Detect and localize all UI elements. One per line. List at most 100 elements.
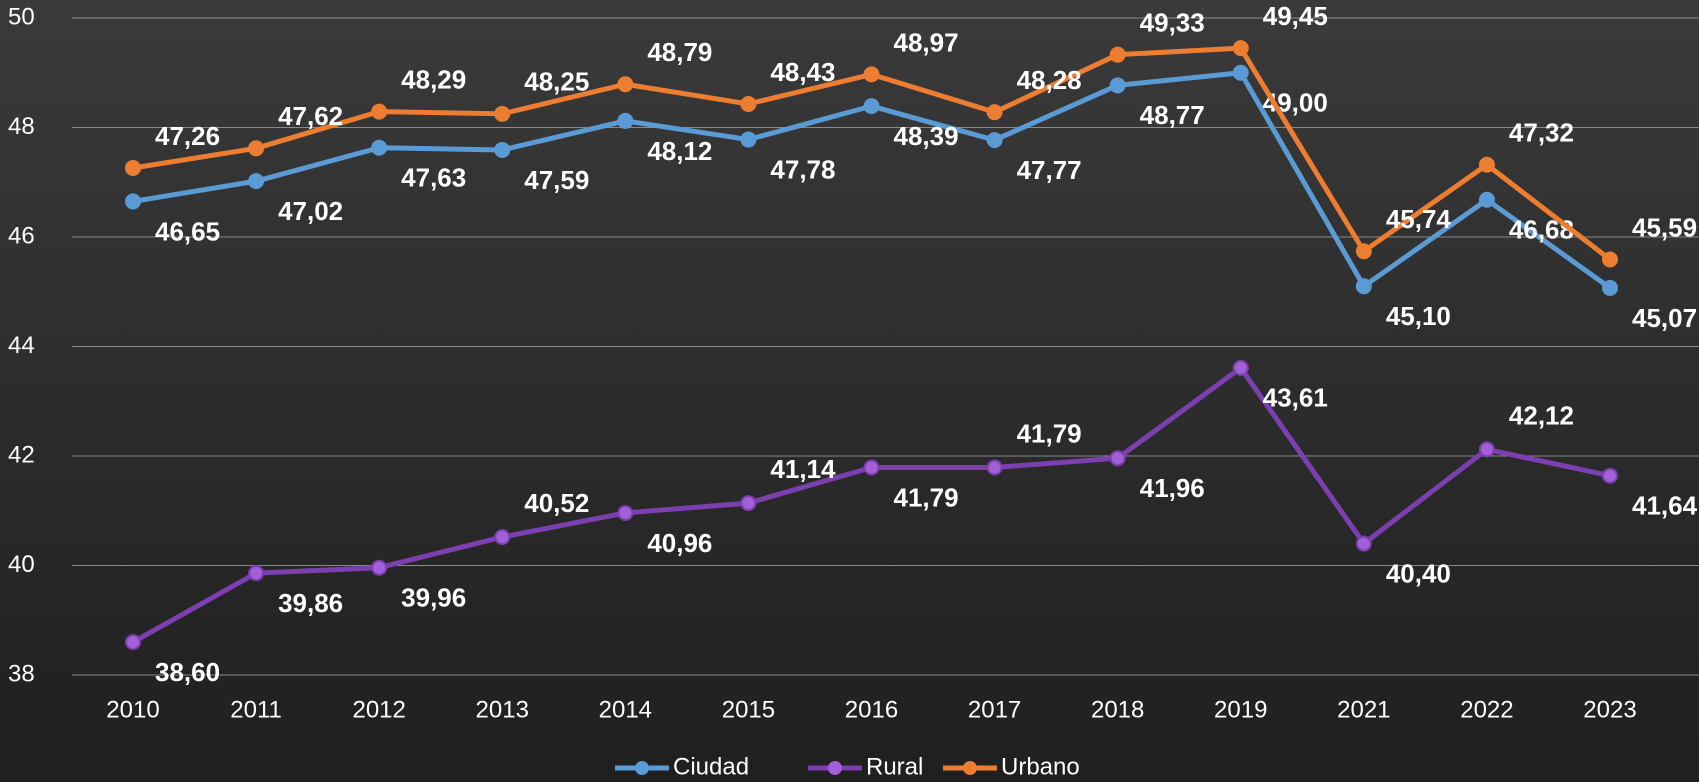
x-tick-label: 2021	[1337, 696, 1390, 723]
point	[494, 105, 511, 122]
x-tick-label: 2010	[106, 696, 159, 723]
value-label: 47,63	[401, 163, 466, 193]
value-label: 45,74	[1386, 204, 1452, 234]
value-label: 38,60	[155, 657, 220, 687]
point	[125, 193, 141, 210]
value-label: 46,65	[155, 216, 220, 246]
point	[1232, 359, 1249, 376]
value-label: 48,39	[894, 121, 959, 151]
value-label: 40,52	[524, 488, 589, 518]
point	[248, 173, 265, 190]
y-tick-label: 38	[8, 660, 35, 687]
x-tick-label: 2015	[722, 696, 775, 723]
point	[1109, 46, 1126, 63]
value-label: 40,40	[1386, 558, 1451, 588]
value-label: 48,28	[1017, 65, 1082, 95]
legend-marker	[635, 761, 649, 775]
point	[125, 634, 141, 651]
legend-marker	[963, 761, 977, 775]
value-label: 45,10	[1386, 301, 1451, 331]
value-label: 47,59	[524, 165, 589, 195]
value-label: 48,79	[647, 37, 712, 67]
value-label: 47,77	[1017, 155, 1082, 185]
value-label: 39,86	[278, 588, 343, 618]
point	[986, 459, 1003, 476]
y-tick-label: 46	[8, 222, 35, 249]
point	[863, 459, 880, 476]
y-tick-label: 42	[8, 441, 35, 468]
point	[1109, 450, 1126, 467]
point	[863, 98, 880, 115]
legend-marker	[828, 761, 842, 775]
value-label: 47,26	[155, 121, 220, 151]
value-label: 48,43	[770, 57, 835, 87]
point	[1478, 156, 1495, 173]
legend-label: Rural	[866, 753, 923, 780]
point	[1355, 278, 1372, 295]
point	[1478, 441, 1495, 458]
point	[494, 529, 511, 546]
value-label: 41,79	[1017, 418, 1082, 448]
x-tick-label: 2019	[1214, 696, 1267, 723]
point	[1355, 243, 1372, 260]
point	[1109, 77, 1126, 94]
point	[125, 160, 141, 177]
legend-label: Urbano	[1001, 753, 1080, 780]
value-label: 47,02	[278, 196, 343, 226]
point	[1355, 535, 1372, 552]
point	[371, 139, 388, 156]
value-label: 46,68	[1509, 215, 1574, 245]
point	[1478, 191, 1495, 208]
value-label: 41,64	[1632, 491, 1698, 521]
point	[740, 95, 757, 112]
value-label: 41,96	[1140, 473, 1205, 503]
y-tick-label: 50	[8, 3, 35, 30]
value-label: 45,07	[1632, 303, 1697, 333]
value-label: 45,59	[1632, 212, 1697, 242]
value-label: 40,96	[647, 528, 712, 558]
legend-label: Ciudad	[673, 753, 749, 780]
point	[248, 140, 265, 157]
point	[617, 76, 634, 93]
x-tick-label: 2016	[845, 696, 898, 723]
value-label: 47,78	[770, 154, 835, 184]
value-label: 48,29	[401, 64, 466, 94]
x-tick-label: 2018	[1091, 696, 1144, 723]
point	[617, 112, 634, 129]
point	[986, 132, 1003, 149]
y-tick-label: 40	[8, 551, 35, 578]
value-label: 41,14	[770, 454, 836, 484]
x-tick-label: 2011	[230, 696, 282, 723]
value-label: 47,32	[1509, 118, 1574, 148]
point	[494, 141, 511, 158]
x-tick-label: 2017	[968, 696, 1021, 723]
point	[740, 131, 757, 148]
point	[1232, 64, 1249, 81]
value-label: 47,62	[278, 101, 343, 131]
point	[1602, 467, 1618, 484]
x-tick-label: 2023	[1583, 696, 1636, 723]
value-label: 48,77	[1140, 100, 1205, 130]
value-label: 49,33	[1140, 8, 1205, 38]
x-tick-label: 2022	[1460, 696, 1513, 723]
point	[1602, 279, 1618, 296]
point	[1602, 251, 1618, 268]
point	[371, 103, 388, 120]
y-tick-label: 48	[8, 113, 35, 140]
x-tick-label: 2013	[476, 696, 529, 723]
x-tick-label: 2012	[352, 696, 405, 723]
value-label: 48,25	[524, 67, 589, 97]
value-label: 41,79	[894, 482, 959, 512]
point	[740, 495, 757, 512]
value-label: 42,12	[1509, 400, 1574, 430]
x-tick-label: 2014	[599, 696, 652, 723]
value-label: 39,96	[401, 583, 466, 613]
point	[617, 504, 634, 521]
value-label: 48,12	[647, 136, 712, 166]
point	[371, 559, 388, 576]
value-label: 48,97	[894, 27, 959, 57]
y-tick-label: 44	[8, 332, 35, 359]
value-label: 43,61	[1263, 383, 1328, 413]
